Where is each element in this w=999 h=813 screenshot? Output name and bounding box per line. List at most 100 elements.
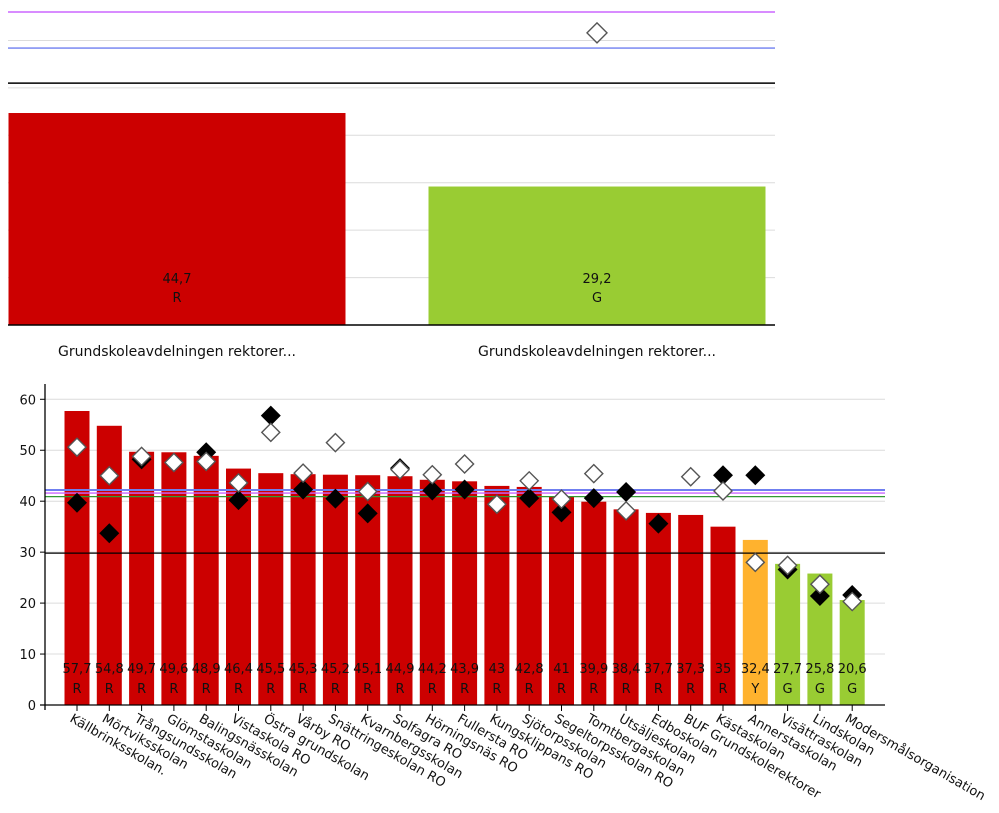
- bottom-filled-marker-17: [616, 482, 637, 503]
- top-bar-value-label-0: 44,7: [163, 272, 192, 287]
- bottom-hollow-marker-12: [454, 454, 475, 474]
- bottom-hollow-marker-10: [390, 459, 410, 480]
- bottom-filled-marker-16: [583, 488, 604, 509]
- bottom-bar-18: [645, 512, 671, 705]
- bottom-bar-value-label-6: 45,5: [256, 662, 285, 677]
- bottom-bar-value-label-15: 41: [553, 662, 570, 677]
- bottom-bar-value-label-14: 42,8: [515, 662, 544, 677]
- bottom-bar-10: [387, 476, 413, 705]
- bottom-filled-marker-14: [519, 488, 540, 509]
- bottom-y-tick-label-0: 0: [28, 699, 36, 714]
- bottom-filled-marker-18: [648, 513, 669, 534]
- bottom-bar-6: [258, 473, 284, 705]
- bottom-bar-status-label-4: R: [202, 682, 211, 697]
- bottom-bar-status-label-12: R: [460, 682, 469, 697]
- bottom-bar-value-label-5: 46,4: [224, 662, 253, 677]
- bottom-bar-status-label-16: R: [589, 682, 598, 697]
- bottom-bar-status-label-14: R: [525, 682, 534, 697]
- bottom-hollow-marker-5: [228, 472, 249, 493]
- bottom-bar-status-label-8: R: [331, 682, 340, 697]
- bottom-bar-status-label-5: R: [234, 682, 243, 697]
- bottom-filled-marker-7: [293, 479, 314, 500]
- bottom-bar-status-label-15: R: [557, 682, 566, 697]
- bottom-hollow-marker-1: [99, 465, 120, 486]
- bottom-bar-16: [581, 501, 607, 705]
- bottom-hollow-marker-20: [713, 481, 733, 501]
- bottom-hollow-marker-0: [67, 437, 87, 458]
- top-bar-status-label-1: G: [592, 291, 602, 306]
- bottom-bar-value-label-19: 37,3: [676, 662, 705, 677]
- bottom-bar-20: [710, 526, 736, 705]
- bottom-bar-14: [516, 486, 542, 705]
- bottom-bar-0: [64, 411, 90, 705]
- bottom-bar-status-label-7: R: [299, 682, 308, 697]
- bottom-filled-marker-9: [357, 503, 378, 524]
- bottom-filled-marker-21: [745, 465, 766, 486]
- bottom-filled-marker-0: [67, 492, 87, 513]
- bottom-hollow-marker-11: [422, 464, 443, 485]
- bottom-y-tick-label-2: 20: [19, 597, 36, 612]
- bottom-hollow-marker-21: [745, 552, 766, 573]
- bottom-bar-3: [161, 452, 187, 705]
- bottom-y-tick-label-5: 50: [19, 444, 36, 459]
- bottom-y-tick-label-3: 30: [19, 546, 36, 561]
- bottom-bar-value-label-13: 43: [489, 662, 506, 677]
- bottom-hollow-marker-3: [163, 452, 184, 473]
- top-bar-value-label-1: 29,2: [583, 272, 612, 287]
- bottom-bar-7: [290, 474, 316, 705]
- bottom-bar-13: [484, 485, 510, 705]
- bottom-y-tick-label-1: 10: [19, 648, 36, 663]
- top-bar-0: [8, 113, 346, 325]
- bottom-bar-status-label-22: G: [783, 682, 793, 697]
- bottom-filled-marker-12: [454, 479, 475, 500]
- bottom-bar-2: [129, 451, 155, 705]
- bottom-bar-status-label-18: R: [654, 682, 663, 697]
- bottom-bar-22: [775, 563, 801, 705]
- top-hollow-marker-1: [586, 21, 608, 44]
- bottom-bar-value-label-17: 38,4: [612, 662, 641, 677]
- bottom-filled-marker-15: [551, 502, 572, 523]
- bottom-bar-status-label-19: R: [686, 682, 695, 697]
- bottom-y-tick-label-6: 60: [19, 393, 36, 408]
- bottom-bar-value-label-11: 44,2: [418, 662, 447, 677]
- bottom-filled-marker-8: [325, 488, 346, 509]
- bottom-hollow-marker-4: [196, 451, 217, 472]
- top-bar-status-label-0: R: [172, 291, 181, 306]
- bottom-bar-value-label-8: 45,2: [321, 662, 350, 677]
- bottom-bar-status-label-3: R: [169, 682, 178, 697]
- bottom-bar-8: [322, 474, 348, 705]
- bottom-bar-15: [549, 496, 574, 705]
- bottom-bar-status-label-2: R: [137, 682, 146, 697]
- bottom-hollow-marker-2: [131, 446, 152, 467]
- bottom-bar-status-label-0: R: [72, 682, 81, 697]
- bottom-bar-value-label-21: 32,4: [741, 662, 770, 677]
- bottom-bar-value-label-12: 43,9: [450, 662, 479, 677]
- bottom-bar-11: [419, 479, 445, 705]
- bottom-hollow-marker-14: [519, 470, 540, 491]
- bottom-bar-value-label-3: 49,6: [159, 662, 188, 677]
- bottom-filled-marker-6: [260, 405, 281, 426]
- bottom-bar-12: [452, 481, 478, 705]
- bottom-bar-value-label-4: 48,9: [192, 662, 221, 677]
- bottom-bar-value-label-22: 27,7: [773, 662, 802, 677]
- bottom-bar-4: [193, 455, 219, 705]
- bottom-bar-17: [613, 509, 639, 705]
- bottom-bar-status-label-21: Y: [750, 682, 759, 697]
- bottom-hollow-marker-7: [293, 463, 314, 484]
- bottom-hollow-marker-15: [551, 489, 572, 510]
- bottom-bar-value-label-24: 20,6: [838, 662, 867, 677]
- bottom-filled-marker-11: [422, 480, 443, 501]
- bottom-bar-status-label-1: R: [105, 682, 114, 697]
- bottom-bar-status-label-23: G: [815, 682, 825, 697]
- bottom-bar-19: [678, 514, 704, 705]
- bottom-bar-status-label-9: R: [363, 682, 372, 697]
- bottom-filled-marker-5: [228, 490, 249, 511]
- bottom-hollow-marker-22: [777, 555, 798, 576]
- top-category-label-0: Grundskoleavdelningen rektorer...: [58, 344, 296, 360]
- top-bar-1: [428, 186, 766, 325]
- bottom-y-tick-label-4: 40: [19, 495, 36, 510]
- bottom-bar-value-label-2: 49,7: [127, 662, 156, 677]
- bottom-bar-value-label-9: 45,1: [353, 662, 382, 677]
- bottom-hollow-marker-19: [680, 466, 701, 487]
